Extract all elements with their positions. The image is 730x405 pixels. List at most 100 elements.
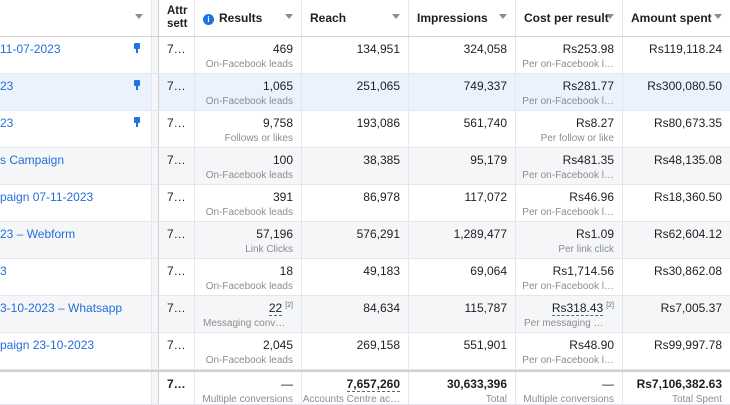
amount-value: Rs300,080.50 xyxy=(647,79,722,93)
campaign-name-link[interactable]: s Campaign xyxy=(0,153,65,167)
table-row[interactable]: 3 7… 18 On-Facebook leads 49,183 69,064 Rs1,71… xyxy=(0,259,730,296)
cost-per-result-cell: Rs281.77 Per on-Facebook l… xyxy=(516,74,623,110)
reach-value: 269,158 xyxy=(356,338,400,352)
reach-value: 251,065 xyxy=(356,79,400,93)
table-row[interactable]: paign 23-10-2023 7… 2,045 On-Facebook leads… xyxy=(0,333,730,370)
header-impressions-label: Impressions xyxy=(417,11,488,25)
chevron-down-icon[interactable] xyxy=(606,14,614,19)
header-amount-spent[interactable]: Amount spent xyxy=(623,0,730,36)
cost-value: Rs481.35 xyxy=(563,153,614,167)
cost-number: Rs1,714.56 xyxy=(552,264,614,278)
impressions-cell: 115,787 xyxy=(409,296,516,332)
totals-amount-sub: Total Spent xyxy=(671,394,722,404)
cost-type: Per on-Facebook l… xyxy=(522,170,614,181)
header-reach[interactable]: Reach xyxy=(302,0,409,36)
table-row[interactable]: 23 7… 1,065 On-Facebook leads 251,065 749,337… xyxy=(0,74,730,111)
results-value: 22 [2] xyxy=(268,301,293,316)
amount-value: Rs80,673.35 xyxy=(653,116,722,130)
cost-value: Rs281.77 xyxy=(563,79,614,93)
campaign-name-link[interactable]: paign 23-10-2023 xyxy=(0,338,95,352)
results-cell: 57,196 Link Clicks xyxy=(195,222,302,258)
totals-impressions-sub: Total xyxy=(485,394,507,404)
campaign-name-link[interactable]: 3 xyxy=(0,264,7,278)
attribution-value: 7… xyxy=(167,116,186,130)
pin-icon[interactable] xyxy=(133,80,141,90)
totals-reach-sub: Accounts Centre ac… xyxy=(302,394,400,404)
amount-spent-cell: Rs300,080.50 xyxy=(623,74,730,110)
header-name[interactable] xyxy=(0,0,152,36)
cost-type: Per link click xyxy=(558,244,614,255)
results-value: 18 xyxy=(280,264,293,278)
column-divider xyxy=(152,0,159,36)
impressions-value: 117,072 xyxy=(464,190,508,204)
impressions-cell: 1,289,477 xyxy=(409,222,516,258)
totals-results-cell: — Multiple conversions xyxy=(195,372,302,404)
attribution-value: 7… xyxy=(167,227,186,241)
attribution-cell: 7… xyxy=(159,111,195,147)
reach-cell: 269,158 xyxy=(302,333,409,369)
results-number: 57,196 xyxy=(256,227,293,241)
results-cell: 100 On-Facebook leads xyxy=(195,148,302,184)
table-row[interactable]: 23 – Webform 7… 57,196 Link Clicks 576,291 1,… xyxy=(0,222,730,259)
attribution-cell: 7… xyxy=(159,37,195,73)
header-attribution[interactable]: Attr sett xyxy=(159,0,195,36)
chevron-down-icon[interactable] xyxy=(285,14,293,19)
results-value: 391 xyxy=(273,190,293,204)
cost-number: Rs46.96 xyxy=(569,190,614,204)
campaign-name-link[interactable]: 11-07-2023 xyxy=(0,42,61,56)
table-row[interactable]: paign 07-11-2023 7… 391 On-Facebook leads 86… xyxy=(0,185,730,222)
totals-cost: — xyxy=(602,377,614,391)
info-icon[interactable]: i xyxy=(203,14,214,25)
cost-per-result-cell: Rs318.43 [2] Per messaging … xyxy=(516,296,623,332)
campaign-name-cell: 23 xyxy=(0,74,152,110)
chevron-down-icon[interactable] xyxy=(392,14,400,19)
reach-cell: 84,634 xyxy=(302,296,409,332)
attribution-cell: 7… xyxy=(159,185,195,221)
campaign-name-link[interactable]: 3-10-2023 – Whatsapp xyxy=(0,301,123,315)
cost-type: Per on-Facebook l… xyxy=(522,96,614,107)
cost-value: Rs1.09 xyxy=(576,227,614,241)
chevron-down-icon[interactable] xyxy=(714,14,722,19)
campaign-name-link[interactable]: paign 07-11-2023 xyxy=(0,190,94,204)
campaign-name-link[interactable]: 23 – Webform xyxy=(0,227,76,241)
cost-type: Per on-Facebook l… xyxy=(522,207,614,218)
amount-spent-cell: Rs7,005.37 xyxy=(623,296,730,332)
totals-impressions-cell: 30,633,396 Total xyxy=(409,372,516,404)
attribution-cell: 7… xyxy=(159,222,195,258)
reach-value: 134,951 xyxy=(356,42,400,56)
table-header: Attr sett i Results Reach Impressions Cos… xyxy=(0,0,730,37)
amount-spent-cell: Rs99,997.78 xyxy=(623,333,730,369)
pin-icon[interactable] xyxy=(133,43,141,53)
header-cost-per-result[interactable]: Cost per result xyxy=(516,0,623,36)
table-row[interactable]: s Campaign 7… 100 On-Facebook leads 38,385 95… xyxy=(0,148,730,185)
impressions-value: 69,064 xyxy=(470,264,507,278)
campaign-name-link[interactable]: 23 xyxy=(0,116,14,130)
attribution-cell: 7… xyxy=(159,74,195,110)
table-row[interactable]: 11-07-2023 7… 469 On-Facebook leads 134,951 3… xyxy=(0,37,730,74)
chevron-down-icon[interactable] xyxy=(135,14,143,19)
cost-per-result-cell: Rs253.98 Per on-Facebook l… xyxy=(516,37,623,73)
cost-footnote: [2] xyxy=(606,302,614,309)
column-divider xyxy=(152,333,159,369)
table-row[interactable]: 3-10-2023 – Whatsapp 7… 22 [2] Messaging con… xyxy=(0,296,730,333)
header-impressions[interactable]: Impressions xyxy=(409,0,516,36)
results-type: Follows or likes xyxy=(224,133,293,144)
table-row[interactable]: 23 7… 9,758 Follows or likes 193,086 561,740 R… xyxy=(0,111,730,148)
results-number: 18 xyxy=(279,264,293,278)
attribution-cell: 7… xyxy=(159,296,195,332)
impressions-value: 749,337 xyxy=(463,79,507,93)
chevron-down-icon[interactable] xyxy=(499,14,507,19)
column-divider xyxy=(152,372,159,404)
cost-number: Rs1.09 xyxy=(575,227,614,241)
header-attribution-label: Attr sett xyxy=(167,5,188,30)
campaign-name-link[interactable]: 23 xyxy=(0,79,14,93)
reach-cell: 576,291 xyxy=(302,222,409,258)
attribution-cell: 7… xyxy=(159,148,195,184)
cost-type: Per follow or like xyxy=(540,133,614,144)
cost-number: Rs481.35 xyxy=(562,153,614,167)
results-number: 22 xyxy=(268,301,283,316)
amount-value: Rs7,005.37 xyxy=(660,301,722,315)
header-results[interactable]: i Results xyxy=(195,0,302,36)
campaign-name-cell: 23 xyxy=(0,111,152,147)
pin-icon[interactable] xyxy=(133,117,141,127)
